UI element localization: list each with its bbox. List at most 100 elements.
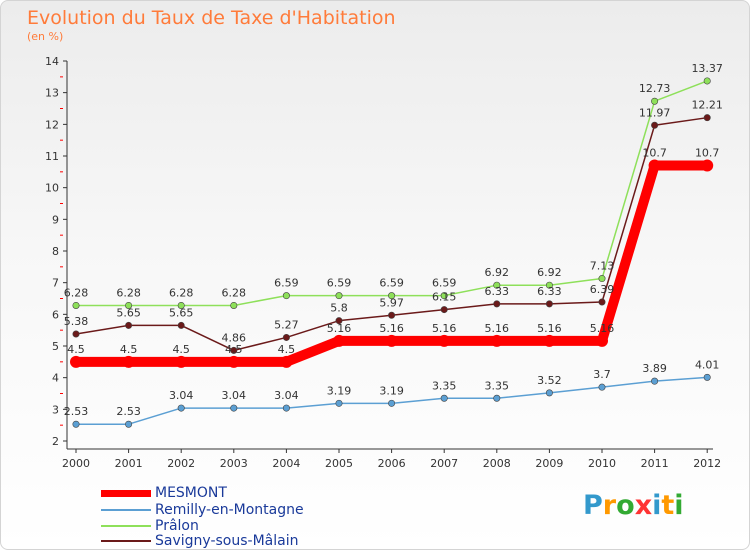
x-tick-label: 2005 <box>325 457 353 470</box>
data-point <box>177 404 185 412</box>
proxiti-logo: Proxiti <box>583 490 684 521</box>
data-point <box>493 300 501 308</box>
legend-label: Savigny-sous-Mâlain <box>155 533 299 549</box>
x-tick-label: 2006 <box>378 457 406 470</box>
logo-letter: t <box>661 490 675 521</box>
data-label: 10.7 <box>642 147 667 160</box>
y-tick-label: 4 <box>52 372 59 385</box>
x-tick-label: 2004 <box>272 457 300 470</box>
data-point <box>177 321 185 329</box>
data-point <box>545 300 553 308</box>
data-point <box>72 420 80 428</box>
data-point <box>440 292 448 300</box>
data-point <box>385 334 398 347</box>
data-label: 11.97 <box>639 106 671 119</box>
y-tick-label: 8 <box>52 245 59 258</box>
data-point <box>543 334 556 347</box>
logo-letter: i <box>652 490 662 521</box>
data-point <box>230 404 238 412</box>
data-point <box>125 301 133 309</box>
y-tick-label: 11 <box>45 150 59 163</box>
data-point <box>648 159 661 172</box>
data-point <box>598 275 606 283</box>
data-label: 6.28 <box>64 286 89 299</box>
data-label: 3.04 <box>169 389 194 402</box>
data-label: 3.89 <box>642 362 667 375</box>
data-label: 3.35 <box>432 379 457 392</box>
data-point <box>280 355 293 368</box>
legend-label: Prâlon <box>155 518 199 534</box>
data-point <box>177 301 185 309</box>
data-label: 6.59 <box>274 277 299 290</box>
data-point <box>230 301 238 309</box>
logo-letter: P <box>583 490 603 521</box>
data-label: 10.7 <box>695 147 720 160</box>
x-tick-label: 2012 <box>693 457 721 470</box>
data-label: 2.53 <box>64 405 89 418</box>
data-label: 6.28 <box>116 286 141 299</box>
data-point <box>122 355 135 368</box>
chart-title: Evolution du Taux de Taxe d'Habitation <box>27 7 396 29</box>
data-label: 6.33 <box>537 285 562 298</box>
data-label: 5.8 <box>330 302 348 315</box>
data-point <box>651 377 659 385</box>
y-tick-label: 12 <box>45 118 59 131</box>
data-label: 4.01 <box>695 358 720 371</box>
data-point <box>490 334 503 347</box>
x-tick-label: 2010 <box>588 457 616 470</box>
data-point <box>70 355 82 368</box>
data-point <box>125 321 133 329</box>
data-point <box>545 281 553 289</box>
data-label: 3.04 <box>222 389 247 402</box>
data-point <box>388 399 396 407</box>
data-point <box>335 317 343 325</box>
legend-label: Remilly-en-Montagne <box>155 502 304 518</box>
data-point <box>388 292 396 300</box>
data-label: 5.65 <box>169 306 194 319</box>
x-tick-label: 2008 <box>483 457 511 470</box>
data-label: 4.5 <box>172 343 190 356</box>
data-label: 5.38 <box>64 315 89 328</box>
data-label: 6.28 <box>222 286 247 299</box>
data-label: 12.73 <box>639 82 671 95</box>
y-tick-label: 6 <box>52 308 59 321</box>
data-point <box>230 346 238 354</box>
data-label: 6.59 <box>432 277 457 290</box>
data-label: 4.5 <box>120 343 138 356</box>
data-label: 4.5 <box>225 343 243 356</box>
data-label: 3.19 <box>379 384 404 397</box>
data-point <box>596 334 608 347</box>
data-point <box>440 394 448 402</box>
data-label: 5.27 <box>274 318 299 331</box>
logo-letter: o <box>616 490 635 521</box>
data-point <box>701 159 714 172</box>
data-point <box>493 394 501 402</box>
data-label: 6.15 <box>432 291 457 304</box>
logo-letter: i <box>674 490 684 521</box>
y-tick-label: 9 <box>52 213 59 226</box>
legend-swatch <box>101 540 151 542</box>
y-tick-label: 3 <box>52 403 59 416</box>
logo-letter: r <box>602 490 617 521</box>
data-point <box>335 399 343 407</box>
data-point <box>703 114 711 122</box>
x-tick-label: 2007 <box>430 457 458 470</box>
data-label: 5.16 <box>432 322 457 335</box>
x-tick-label: 2001 <box>115 457 143 470</box>
data-point <box>227 355 240 368</box>
data-label: 6.33 <box>485 285 510 298</box>
data-label: 3.35 <box>485 379 510 392</box>
legend-swatch <box>101 525 151 527</box>
data-point <box>703 77 711 85</box>
data-label: 5.16 <box>590 322 615 335</box>
data-point <box>175 355 188 368</box>
data-point <box>545 389 553 397</box>
data-point <box>438 334 451 347</box>
data-point <box>72 301 80 309</box>
data-label: 4.86 <box>222 331 247 344</box>
data-point <box>651 121 659 129</box>
data-label: 3.7 <box>593 368 611 381</box>
data-point <box>388 311 396 319</box>
